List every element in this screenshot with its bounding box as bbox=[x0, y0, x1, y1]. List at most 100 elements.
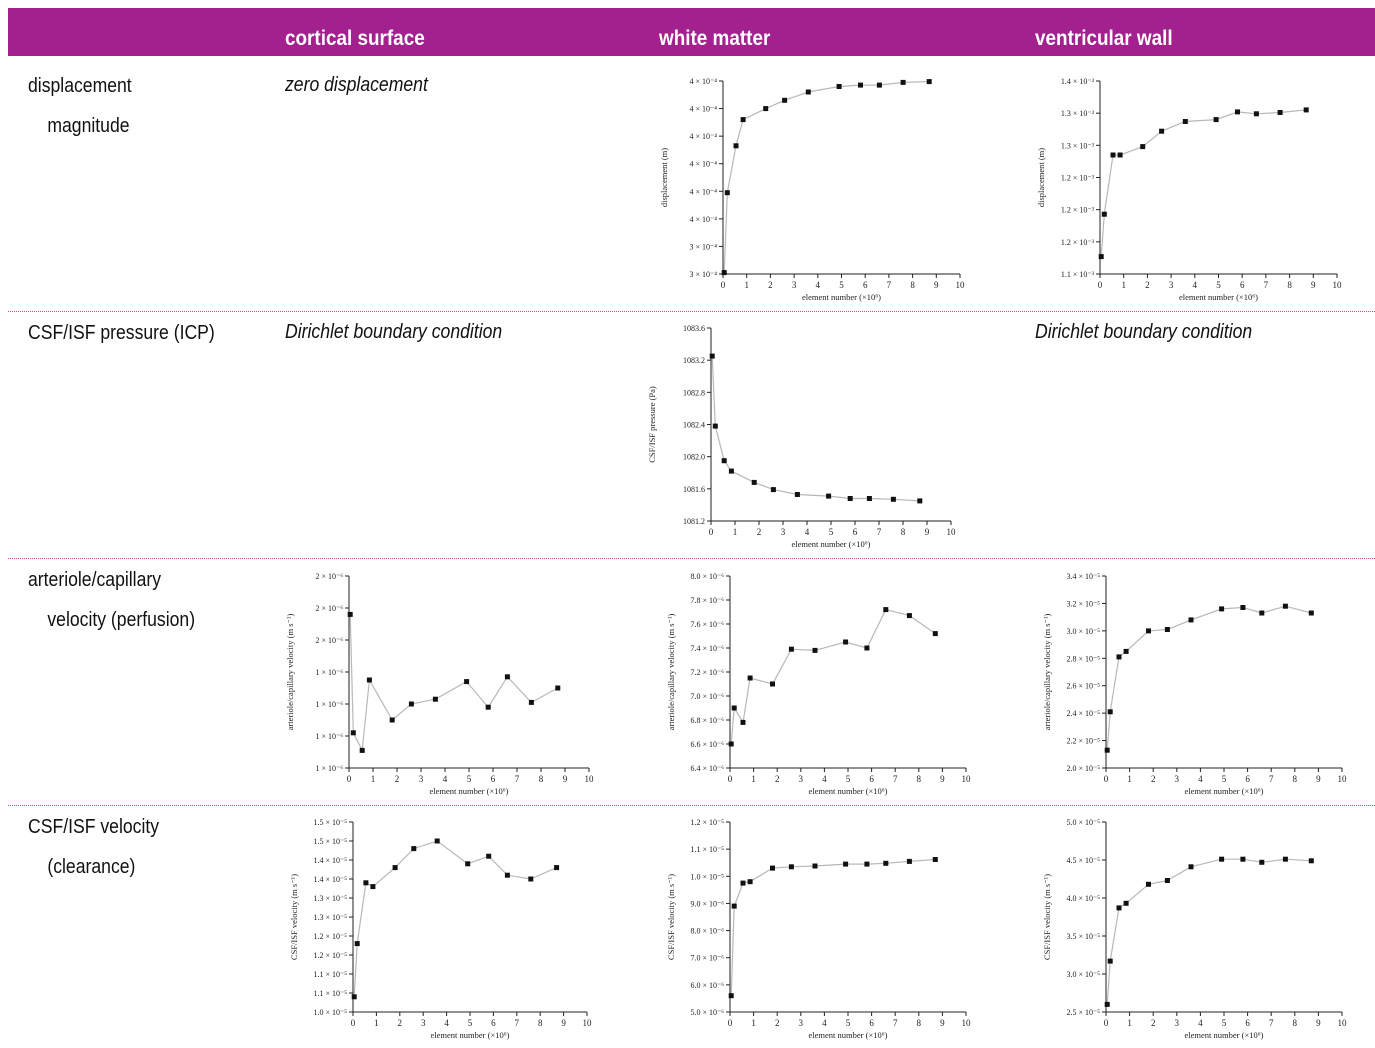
data-point bbox=[1235, 109, 1240, 115]
x-tick-label: 5 bbox=[1216, 280, 1221, 290]
x-tick-label: 9 bbox=[940, 1018, 945, 1028]
data-point bbox=[1182, 119, 1188, 124]
y-tick-label: 2.2 × 10⁻⁵ bbox=[1066, 737, 1100, 746]
data-point bbox=[1098, 254, 1104, 260]
y-tick-label: 7.0 × 10⁻⁶ bbox=[690, 954, 724, 963]
x-axis-label: element number (×10⁶) bbox=[430, 1030, 509, 1040]
data-point bbox=[1282, 856, 1288, 862]
y-tick-label: 4 × 10⁻⁴ bbox=[689, 105, 717, 114]
x-tick-label: 1 bbox=[371, 774, 376, 784]
y-tick-label: 7.4 × 10⁻⁶ bbox=[690, 644, 724, 653]
data-point bbox=[555, 685, 561, 691]
y-tick-label: 7.0 × 10⁻⁶ bbox=[690, 692, 724, 701]
x-tick-label: 5 bbox=[839, 280, 844, 290]
data-point bbox=[1240, 856, 1246, 862]
data-point bbox=[740, 719, 746, 725]
data-point bbox=[1110, 152, 1116, 158]
x-tick-label: 4 bbox=[822, 774, 827, 784]
y-tick-label: 3.5 × 10⁻⁵ bbox=[1066, 932, 1100, 941]
data-point bbox=[812, 863, 818, 869]
data-point bbox=[883, 860, 889, 866]
note-zero-displacement: zero displacement bbox=[285, 74, 428, 96]
x-tick-label: 6 bbox=[869, 774, 874, 784]
y-tick-label: 1083.2 bbox=[683, 356, 705, 365]
y-tick-label: 6.6 × 10⁻⁶ bbox=[690, 740, 724, 749]
data-point bbox=[1282, 603, 1288, 609]
row-separator bbox=[8, 558, 1375, 559]
data-point bbox=[751, 479, 757, 485]
data-point bbox=[731, 705, 737, 711]
y-tick-label: 1 × 10⁻⁶ bbox=[315, 668, 343, 677]
x-tick-label: 0 bbox=[709, 527, 714, 537]
y-tick-label: 2.0 × 10⁻⁵ bbox=[1066, 764, 1100, 773]
x-tick-label: 0 bbox=[351, 1018, 356, 1028]
x-axis-label: element number (×10⁶) bbox=[791, 539, 870, 549]
y-axis-label: CSF/ISF velocity (m s⁻¹) bbox=[666, 874, 676, 960]
x-tick-label: 0 bbox=[728, 1018, 733, 1028]
x-tick-label: 8 bbox=[917, 774, 922, 784]
data-point bbox=[1240, 605, 1246, 610]
y-tick-label: 4 × 10⁻⁴ bbox=[689, 187, 717, 196]
x-tick-label: 9 bbox=[563, 774, 568, 784]
row-label-perfusion: arteriole/capillary velocity (perfusion) bbox=[28, 560, 195, 640]
y-tick-label: 6.0 × 10⁻⁶ bbox=[690, 981, 724, 990]
x-tick-label: 6 bbox=[491, 1018, 496, 1028]
row-label-line1: CSF/ISF velocity bbox=[28, 816, 160, 838]
y-tick-label: 1.1 × 10⁻⁵ bbox=[313, 970, 347, 979]
x-tick-label: 8 bbox=[538, 1018, 543, 1028]
data-point bbox=[740, 880, 746, 886]
data-point bbox=[843, 861, 849, 867]
x-tick-label: 9 bbox=[1316, 774, 1321, 784]
x-tick-label: 10 bbox=[1338, 1018, 1348, 1028]
data-point bbox=[858, 82, 863, 88]
data-point bbox=[528, 699, 534, 705]
y-tick-label: 1.5 × 10⁻⁵ bbox=[313, 818, 347, 827]
x-tick-label: 3 bbox=[1169, 280, 1174, 290]
x-axis-label: element number (×10⁶) bbox=[808, 786, 887, 796]
data-point bbox=[392, 865, 398, 871]
data-point bbox=[1116, 654, 1122, 660]
note-dirichlet-cortical: Dirichlet boundary condition bbox=[285, 321, 503, 343]
x-tick-label: 3 bbox=[799, 1018, 804, 1028]
x-tick-label: 6 bbox=[853, 527, 858, 537]
data-point bbox=[1308, 610, 1314, 616]
data-point bbox=[864, 645, 870, 651]
y-tick-label: 1082.8 bbox=[683, 388, 705, 397]
x-axis-label: element number (×10⁶) bbox=[1179, 292, 1258, 302]
data-point bbox=[528, 876, 534, 882]
x-tick-label: 1 bbox=[374, 1018, 379, 1028]
data-point bbox=[864, 861, 870, 867]
data-point bbox=[900, 79, 906, 85]
chart-clearance-ventricular-wall: 0 1 2 3 4 5 6 7 8 9 10 2.5 × 10⁻⁵ 3.0 × 10⁻⁵ 3.5 × 10… bbox=[1042, 818, 1348, 1040]
x-tick-label: 1 bbox=[1127, 774, 1132, 784]
x-tick-label: 2 bbox=[1151, 1018, 1156, 1028]
data-point bbox=[1116, 905, 1122, 911]
x-tick-label: 0 bbox=[1104, 1018, 1109, 1028]
y-tick-label: 1.2 × 10⁻⁵ bbox=[313, 932, 347, 941]
y-axis-label: displacement (m) bbox=[1036, 148, 1046, 207]
y-tick-label: 1.1 × 10⁻⁵ bbox=[313, 989, 347, 998]
data-point bbox=[728, 468, 734, 474]
note-dirichlet-ventricular: Dirichlet boundary condition bbox=[1035, 321, 1253, 343]
y-tick-label: 1.3 × 10⁻⁵ bbox=[313, 894, 347, 903]
data-point bbox=[504, 872, 510, 878]
y-tick-label: 3.0 × 10⁻⁵ bbox=[1066, 970, 1100, 979]
y-tick-label: 1081.6 bbox=[683, 485, 705, 494]
data-point bbox=[1219, 856, 1225, 862]
column-header-ventricular-wall: ventricular wall bbox=[1035, 27, 1173, 50]
x-tick-label: 1 bbox=[751, 1018, 756, 1028]
x-tick-label: 5 bbox=[846, 1018, 851, 1028]
data-point bbox=[932, 631, 938, 637]
x-tick-label: 7 bbox=[1269, 1018, 1274, 1028]
y-axis-label: displacement (m) bbox=[659, 148, 669, 207]
x-tick-label: 5 bbox=[1222, 1018, 1227, 1028]
x-tick-label: 6 bbox=[1245, 1018, 1250, 1028]
y-tick-label: 1.3 × 10⁻³ bbox=[1061, 141, 1095, 150]
data-point bbox=[1219, 606, 1225, 612]
x-tick-label: 2 bbox=[775, 774, 780, 784]
y-tick-label: 1.1 × 10⁻³ bbox=[1061, 270, 1095, 279]
x-tick-label: 9 bbox=[934, 280, 939, 290]
y-tick-label: 1083.6 bbox=[683, 324, 705, 333]
data-point bbox=[504, 674, 510, 680]
data-point bbox=[1101, 211, 1107, 217]
